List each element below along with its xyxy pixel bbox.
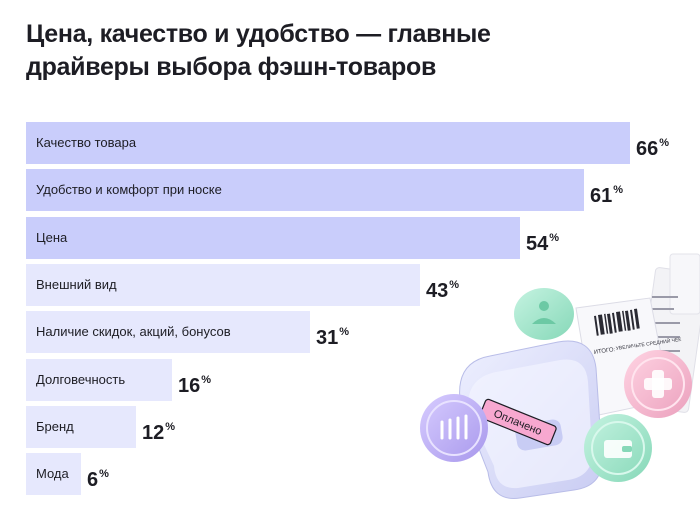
bar-category-label: Бренд [36,419,74,434]
percent-unit: % [549,232,560,244]
bar-value-label: 12% [142,421,176,444]
percent-unit: % [613,184,624,196]
percent-unit: % [449,279,460,291]
percent-unit: % [201,374,212,386]
bar [26,122,630,164]
bar-value-label: 54% [526,232,560,255]
receipt-total-label: ИТОГО: [593,347,616,356]
coin-plus-icon [624,350,692,418]
chart-title: Цена, качество и удобство — главные драй… [26,20,491,81]
bar-category-label: Удобство и комфорт при носке [36,182,222,197]
bar-category-label: Наличие скидок, акций, бонусов [36,324,231,339]
bar-category-label: Цена [36,230,68,245]
barcode-icon [594,308,640,336]
percent-unit: % [659,137,670,149]
percent-unit: % [99,468,109,480]
bar [26,453,81,495]
bar [26,169,584,211]
bar-value-label: 16% [178,374,212,397]
bar [26,217,520,259]
bar [26,359,172,401]
bar-value-label: 61% [590,184,624,207]
bar-category-label: Внешний вид [36,277,117,292]
coin-bank-icon [420,394,488,462]
bar-value-label: 66% [636,137,670,160]
percent-unit: % [165,421,176,433]
bar-category-label: Качество товара [36,135,137,150]
bar-value-label: 6% [87,468,109,491]
bar [26,264,420,306]
bar-category-label: Долговечность [36,372,126,387]
bar [26,406,136,448]
coin-wallet-icon [584,414,652,482]
bar-category-label: Мода [36,466,69,481]
bar-value-label: 43% [426,279,460,302]
bar-value-label: 31% [316,326,350,349]
coin-person-icon [514,288,574,340]
bar [26,311,310,353]
payment-terminal-illustration: ИТОГО: УВЕЛИЧЬТЕ СРЕДНИЙ ЧЕК Оплачено [420,253,700,499]
percent-unit: % [339,326,350,338]
